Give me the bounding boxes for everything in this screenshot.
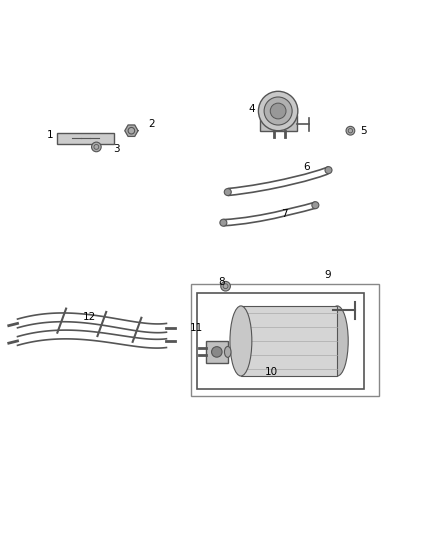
Text: 1: 1 [47, 130, 54, 140]
Text: 5: 5 [360, 126, 367, 136]
Text: 9: 9 [324, 270, 331, 280]
Circle shape [224, 189, 231, 196]
Circle shape [346, 126, 355, 135]
Text: 2: 2 [148, 119, 155, 129]
Text: 6: 6 [303, 161, 310, 172]
Circle shape [312, 201, 319, 209]
Circle shape [270, 103, 286, 119]
Text: 7: 7 [281, 209, 288, 219]
Circle shape [220, 219, 227, 226]
Text: 8: 8 [218, 277, 225, 287]
Ellipse shape [225, 346, 231, 358]
Ellipse shape [326, 306, 348, 376]
Circle shape [264, 97, 292, 125]
Polygon shape [57, 133, 114, 143]
Circle shape [221, 281, 230, 291]
Polygon shape [125, 125, 138, 136]
Text: 11: 11 [190, 323, 203, 333]
Ellipse shape [230, 306, 252, 376]
Polygon shape [241, 306, 337, 376]
Text: 4: 4 [248, 104, 255, 114]
Polygon shape [197, 293, 364, 389]
Circle shape [258, 91, 298, 131]
Polygon shape [260, 115, 297, 131]
Text: 10: 10 [265, 367, 278, 377]
Circle shape [92, 142, 101, 152]
Text: 3: 3 [113, 144, 120, 154]
Text: 12: 12 [83, 312, 96, 322]
Polygon shape [206, 341, 228, 363]
Circle shape [325, 167, 332, 174]
Circle shape [212, 346, 222, 357]
